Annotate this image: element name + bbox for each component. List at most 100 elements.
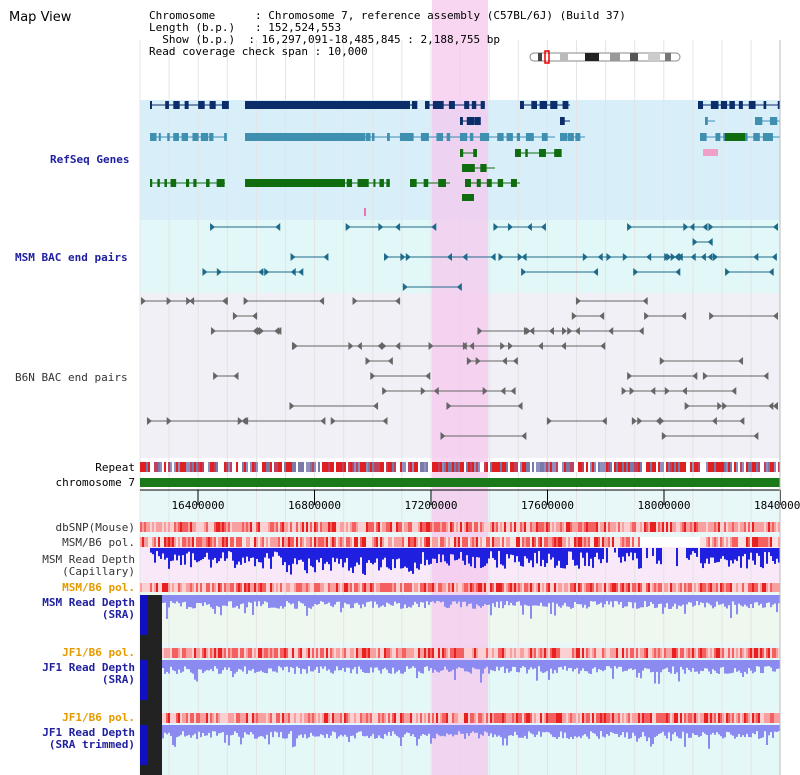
jf1-sra-depth-bar [224,660,226,668]
jf1-b6-pol-heat [734,648,736,658]
jf1-sra-depth-bar [370,660,372,668]
dbsnp-heat [258,522,260,532]
jf1-b6-pol-heat [384,648,386,658]
capillary-depth-bar [464,548,466,565]
jf1-b6-pol2-heat [260,713,262,723]
dbsnp-heat [422,522,424,532]
msm-b6-pol2-heat [666,583,668,592]
jf1-b6-pol2-heat [274,713,276,723]
msm-sra-depth-bar [432,595,434,602]
repeat-mark [558,462,560,472]
repeat-mark [344,462,346,472]
msm-sra-depth-bar [252,595,254,615]
gene-row-2-exon [466,117,475,125]
msm-b6-pol2-heat [204,583,206,592]
jf1-b6-pol-heat [614,648,616,658]
gene-row-3-exon [150,133,157,141]
repeat-mark [614,462,616,472]
repeat-mark [214,462,216,472]
msm-sra-depth-bar [596,595,598,605]
msm-b6-pol-heat [402,537,404,547]
capillary-depth-bar [470,548,472,567]
capillary-depth-bar [358,548,360,565]
jf1-sra-depth-bar [586,660,588,672]
jf1-b6-pol2-heat [196,713,198,723]
jf1-trim-depth-bar [616,725,618,734]
dbsnp-heat [576,522,578,532]
msm-sra-depth-bar [224,595,226,606]
msm-b6-pol-heat [192,537,194,547]
b6n-bac-pair-end [243,297,249,305]
jf1-b6-pol2-heat [696,713,698,723]
jf1-sra-depth-bar [302,660,304,669]
msm-b6-pol2-heat [538,583,540,592]
jf1-b6-pol-heat [466,648,468,658]
jf1-b6-pol-heat [434,648,436,658]
capillary-depth-bar [534,548,536,553]
repeat-mark [658,462,660,472]
capillary-depth-bar [276,548,278,553]
jf1-sra-depth-bar [448,660,450,672]
msm-b6-pol-heat [404,537,406,547]
jf1-b6-pol-heat [706,648,708,658]
msm-sra-depth-bar [494,595,496,608]
dbsnp-heat [302,522,304,532]
dbsnp-heat [296,522,298,532]
jf1-b6-pol2-heat [734,713,736,723]
jf1-trim-depth-bar [498,725,500,736]
msm-b6-pol2-heat [454,583,456,592]
msm-b6-pol2-heat [658,583,660,592]
jf1-trim-depth-bar [496,725,498,737]
capillary-depth-bar [240,548,242,565]
jf1-trim-depth-bar [398,725,400,738]
jf1-b6-pol-heat [540,648,542,658]
jf1-trim-depth-bar [164,725,166,733]
dbsnp-heat [178,522,180,532]
msm-b6-pol-heat [482,537,484,547]
msm-bac-pair-end [298,268,304,276]
msm-sra-depth-bar [414,595,416,602]
jf1-b6-pol-heat [426,648,428,658]
jf1-b6-pol2-heat [714,713,716,723]
msm-b6-pol-heat [478,537,480,547]
msm-b6-pol2-heat [370,583,372,592]
capillary-depth-bar [596,548,598,553]
capillary-depth-bar [762,548,764,569]
jf1-sra-depth-bar [206,660,208,671]
b6n-bac-pair-end [425,372,431,380]
jf1-b6-pol-heat [514,648,516,658]
msm-sra-depth-bar [194,595,196,609]
jf1-sra-depth-bar [236,660,238,672]
jf1-trim-depth-bar [374,725,376,739]
jf1-trim-depth-bar [462,725,464,734]
msm-sra-depth-bar [420,595,422,603]
msm-sra-depth-bar [628,595,630,602]
dbsnp-heat [416,522,418,532]
dbsnp-heat [260,522,262,532]
msm-b6-pol2-heat [516,583,518,592]
msm-b6-pol2-heat [648,583,650,592]
jf1-b6-pol2-heat [332,713,334,723]
repeat-mark [622,462,624,472]
dbsnp-heat [312,522,314,532]
jf1-b6-pol-heat [726,648,728,658]
gene-row-6-exon [386,179,390,187]
repeat-mark [554,462,556,472]
dbsnp-heat [204,522,206,532]
repeat-mark [408,462,410,472]
dbsnp-heat [216,522,218,532]
dbsnp-heat [508,522,510,532]
dbsnp-heat [758,522,760,532]
msm-b6-pol-heat [592,537,594,547]
msm-sra-depth-bar [220,595,222,616]
jf1-b6-pol2-heat [644,713,646,723]
gene-row-3-exon [762,133,770,141]
msm-sra-depth-bar [306,595,308,616]
jf1-b6-pol2-heat [564,713,566,723]
msm-b6-pol-heat [530,537,532,547]
gene-row-6-exon [410,179,417,187]
jf1-b6-pol-heat [550,648,552,658]
msm-sra-depth-bar [642,595,644,608]
b6n-bac-pair-end [222,297,228,305]
